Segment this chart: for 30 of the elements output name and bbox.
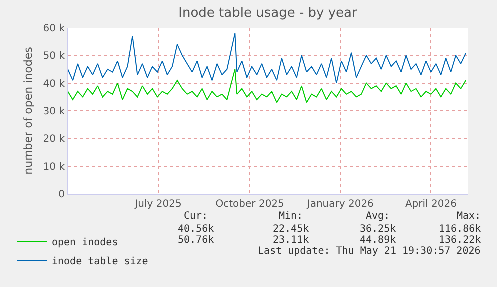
- legend-label: inode table size: [52, 256, 148, 268]
- y-tick-label: 40 k: [43, 78, 66, 90]
- text: 116.86k: [439, 224, 482, 235]
- y-tick-label: 0: [58, 190, 65, 200]
- text: Avg:: [366, 211, 390, 222]
- chart-title: Inode table usage - by year: [178, 6, 358, 22]
- text: 40.56k: [178, 224, 214, 235]
- text: Last update: Thu May 21 19:30:57 2026: [258, 246, 481, 257]
- text: 136.22k: [439, 235, 482, 246]
- y-tick-label: 10 k: [43, 162, 66, 173]
- text: 23.11k: [273, 235, 310, 246]
- line-series: [68, 33, 467, 84]
- x-tick-label: January 2026: [306, 199, 374, 210]
- text: 22.45k: [273, 224, 310, 235]
- text: Max:: [457, 211, 482, 222]
- legend-label: open inodes: [52, 238, 118, 249]
- text: 50.76k: [178, 235, 214, 246]
- text: 44.89k: [360, 235, 396, 246]
- text: 36.25k: [360, 224, 396, 235]
- line-series: [68, 69, 467, 104]
- x-tick-label: July 2025: [134, 199, 182, 210]
- x-tick-label: October 2025: [216, 199, 284, 210]
- y-axis-title: number of open inodes: [22, 46, 35, 175]
- y-tick-label: 30 k: [43, 106, 66, 118]
- text: Min:: [279, 211, 304, 222]
- y-tick-label: 60 k: [43, 24, 66, 34]
- y-tick-label: 50 k: [43, 51, 66, 62]
- x-tick-label: April 2026: [405, 199, 457, 210]
- text: Cur:: [184, 211, 208, 222]
- y-tick-label: 20 k: [43, 134, 66, 146]
